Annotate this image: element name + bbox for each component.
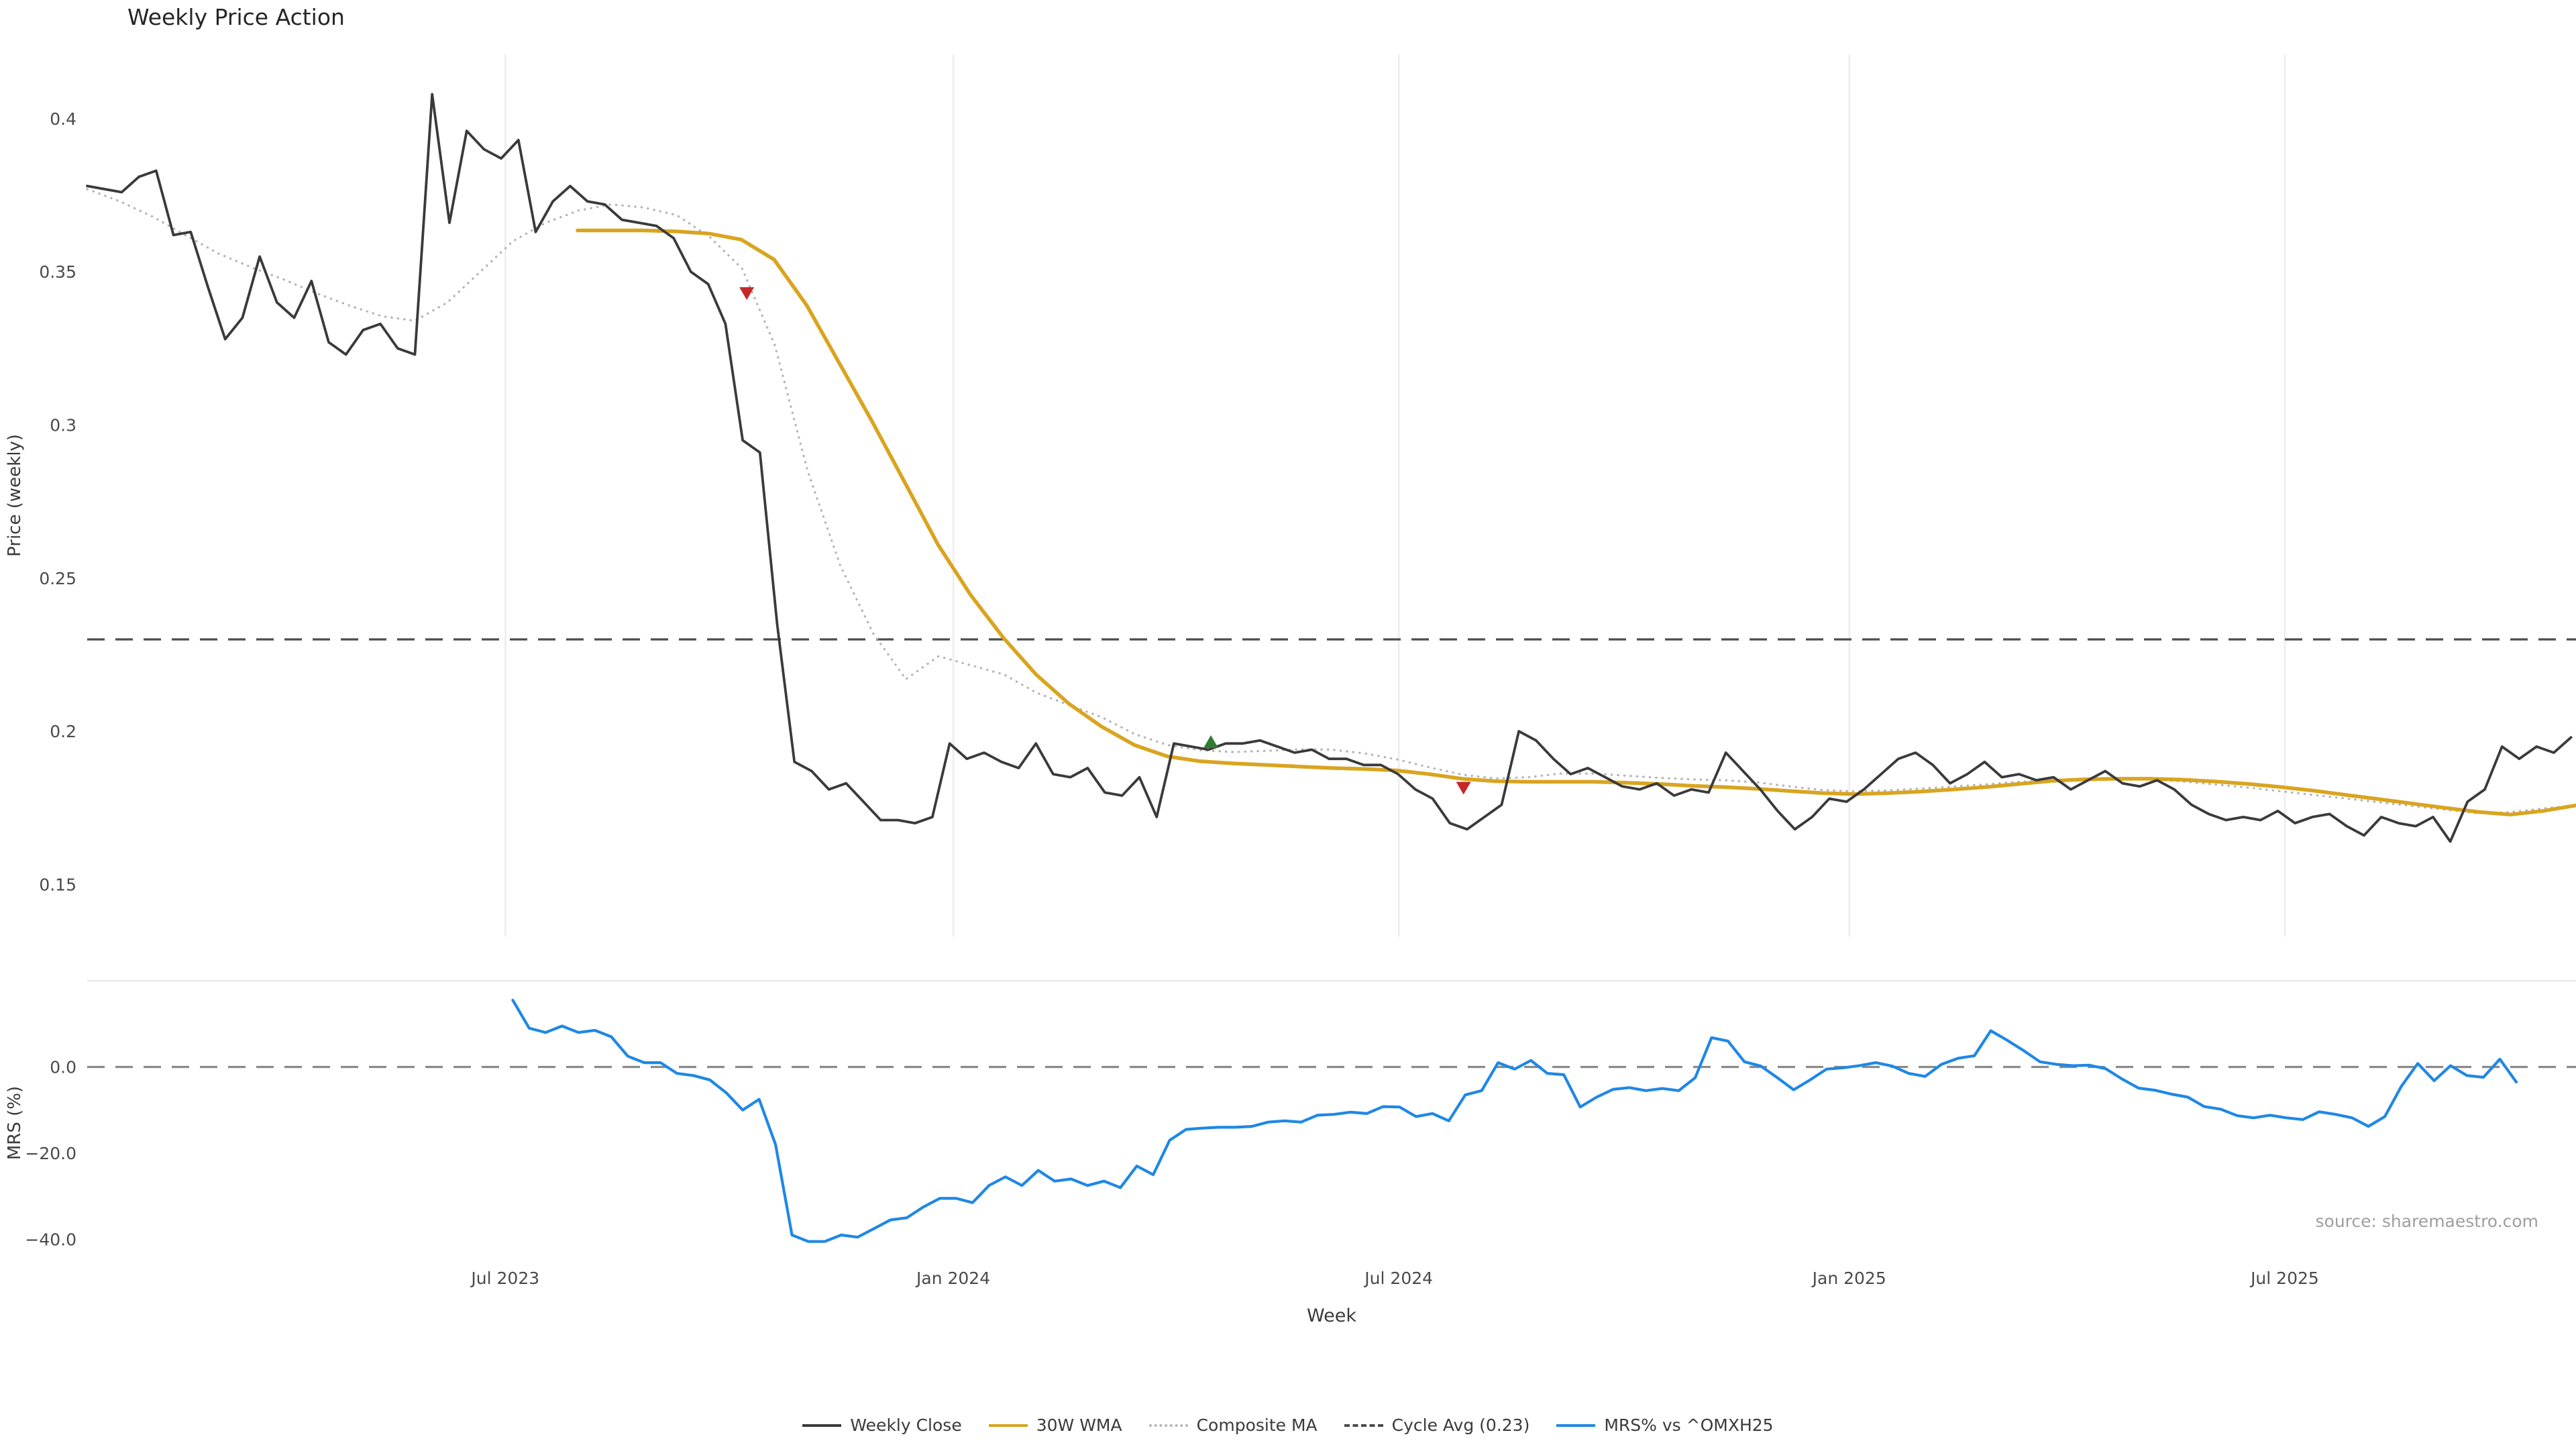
legend-line-sample (1556, 1424, 1596, 1427)
y-axis-label-price: Price (weekly) (5, 434, 25, 557)
legend-item: MRS% vs ^OMXH25 (1556, 1415, 1774, 1435)
30w-wma-line (576, 228, 2576, 817)
legend-line-sample (802, 1424, 842, 1427)
legend-line-sample (1148, 1424, 1188, 1427)
y-tick-label: 0.4 (50, 109, 76, 129)
legend-item: Cycle Avg (0.23) (1344, 1415, 1530, 1435)
x-tick-label: Jul 2024 (1363, 1269, 1433, 1288)
chart-title: Weekly Price Action (127, 4, 345, 30)
x-tick-label: Jul 2025 (2249, 1269, 2319, 1288)
y-tick-label: 0.35 (39, 262, 76, 282)
legend-label: Weekly Close (850, 1415, 962, 1435)
legend-label: 30W WMA (1036, 1415, 1122, 1435)
y-axis-label-mrs: MRS (%) (5, 1086, 25, 1160)
legend-label: MRS% vs ^OMXH25 (1604, 1415, 1774, 1435)
y-tick-label: −20.0 (25, 1144, 76, 1163)
mrs-vs-omxh25-line (511, 998, 2518, 1243)
legend-line-sample (988, 1424, 1028, 1427)
y-tick-label: 0.2 (50, 722, 76, 741)
sell-marker-icon (1456, 782, 1471, 795)
weekly-close-line (86, 93, 2573, 843)
y-tick-label: −40.0 (25, 1230, 76, 1249)
legend-item: Weekly Close (802, 1415, 962, 1435)
y-tick-label: 0.3 (50, 415, 76, 435)
buy-marker-icon (1203, 735, 1219, 749)
y-tick-label: 0.0 (50, 1057, 76, 1077)
x-tick-label: Jul 2023 (470, 1269, 539, 1288)
legend-item: 30W WMA (988, 1415, 1122, 1435)
sell-marker-icon (739, 287, 755, 301)
legend-line-sample (1344, 1424, 1383, 1427)
legend-item: Composite MA (1148, 1415, 1318, 1435)
x-tick-label: Jan 2024 (915, 1269, 990, 1288)
y-tick-label: 0.15 (39, 875, 76, 894)
legend-label: Composite MA (1196, 1415, 1318, 1435)
source-caption: source: sharemaestro.com (2315, 1212, 2539, 1231)
y-tick-label: 0.25 (39, 569, 76, 588)
legend-label: Cycle Avg (0.23) (1391, 1415, 1530, 1435)
x-tick-label: Jan 2025 (1811, 1269, 1886, 1288)
legend: Weekly Close 30W WMA Composite MA Cycle Avg… (0, 1415, 2576, 1435)
x-axis-label: Week (1307, 1305, 1356, 1326)
composite-ma-line (86, 188, 2576, 815)
